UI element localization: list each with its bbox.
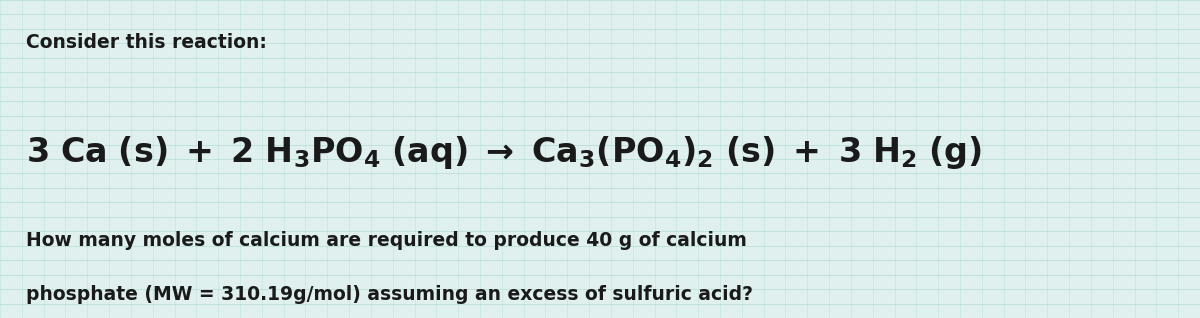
Text: phosphate (MW = 310.19g/mol) assuming an excess of sulfuric acid?: phosphate (MW = 310.19g/mol) assuming an…: [26, 285, 754, 304]
Text: How many moles of calcium are required to produce 40 g of calcium: How many moles of calcium are required t…: [26, 231, 748, 250]
Text: $\mathbf{3\ Ca\ (s)\ +\ 2\ H_3PO_4\ (aq)\ \rightarrow\ Ca_3(PO_4)_2\ (s)\ +\ 3\ : $\mathbf{3\ Ca\ (s)\ +\ 2\ H_3PO_4\ (aq)…: [26, 134, 983, 171]
Text: Consider this reaction:: Consider this reaction:: [26, 33, 268, 52]
